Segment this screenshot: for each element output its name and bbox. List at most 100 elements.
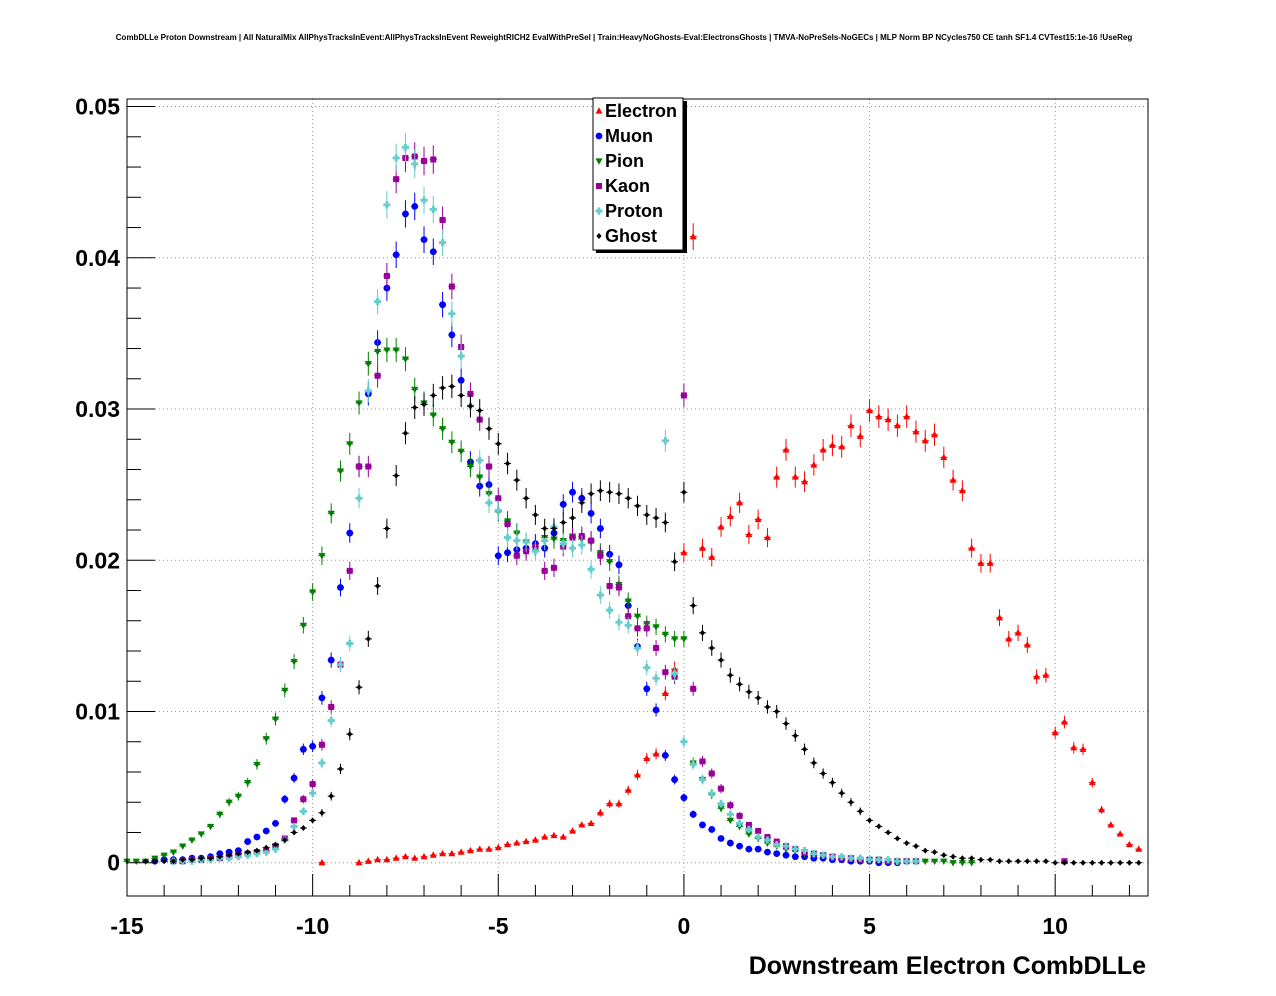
- data-point: [708, 553, 716, 560]
- data-point: [857, 808, 863, 815]
- data-point: [745, 831, 753, 838]
- data-point: [318, 694, 326, 702]
- data-point: [996, 858, 1003, 865]
- data-point: [448, 849, 456, 857]
- data-point: [457, 448, 465, 456]
- data-point: [467, 846, 474, 854]
- data-point: [485, 499, 493, 507]
- data-point: [680, 794, 688, 802]
- data-point: [717, 805, 725, 813]
- data-point: [216, 811, 224, 819]
- data-point: [234, 853, 242, 861]
- data-point: [615, 618, 623, 626]
- legend-entry-muon: Muon: [595, 126, 653, 146]
- data-point: [161, 858, 167, 865]
- data-point: [745, 825, 753, 834]
- data-point: [160, 852, 168, 859]
- data-point: [346, 529, 354, 537]
- data-point: [513, 839, 521, 846]
- data-point: [132, 858, 140, 866]
- data-point: [764, 703, 771, 710]
- x-tick-label: 5: [863, 913, 876, 939]
- x-tick-label: 0: [678, 913, 691, 939]
- data-point: [763, 840, 772, 847]
- data-point: [1033, 672, 1041, 680]
- data-point: [1061, 718, 1068, 725]
- data-point: [699, 821, 706, 829]
- data-point: [383, 272, 390, 279]
- data-point: [746, 688, 752, 695]
- data-point: [596, 525, 604, 532]
- data-point: [1061, 859, 1068, 866]
- data-point: [1136, 859, 1142, 866]
- data-point: [893, 421, 901, 429]
- data-point: [653, 514, 659, 521]
- data-point: [773, 473, 781, 480]
- data-point: [876, 823, 882, 830]
- data-point: [206, 823, 215, 831]
- data-point: [439, 384, 446, 391]
- data-point: [365, 463, 372, 470]
- data-point: [996, 613, 1003, 621]
- data-point: [309, 781, 316, 788]
- data-point: [262, 848, 270, 856]
- data-point: [894, 835, 900, 842]
- data-point: [838, 853, 846, 861]
- data-point: [921, 436, 929, 444]
- legend-entry-kaon: Kaon: [596, 176, 650, 196]
- legend-label: Ghost: [605, 226, 657, 246]
- data-point: [532, 836, 539, 843]
- legend-box: [592, 97, 684, 251]
- data-point: [290, 822, 298, 831]
- data-point: [337, 584, 344, 591]
- data-point: [782, 842, 790, 850]
- data-point: [969, 855, 975, 862]
- data-point: [718, 785, 725, 792]
- data-point: [615, 799, 623, 807]
- data-point: [1071, 859, 1077, 866]
- data-point: [847, 854, 855, 862]
- data-point: [689, 232, 697, 240]
- data-point: [542, 525, 548, 532]
- data-point: [782, 851, 790, 859]
- data-point: [188, 837, 196, 844]
- data-point: [429, 851, 437, 858]
- data-point: [504, 840, 511, 848]
- data-point: [1051, 728, 1059, 736]
- data-point: [439, 301, 446, 309]
- data-point: [643, 685, 651, 693]
- data-point: [820, 770, 826, 777]
- data-point: [291, 817, 298, 824]
- data-point: [569, 534, 576, 541]
- data-point: [588, 490, 594, 497]
- data-point: [912, 857, 920, 865]
- data-point: [726, 512, 734, 520]
- data-point: [903, 857, 911, 865]
- data-point: [625, 495, 631, 502]
- data-point: [893, 857, 901, 865]
- data-point: [698, 775, 707, 784]
- legend-marker: [596, 233, 602, 239]
- data-point: [681, 489, 687, 496]
- data-point: [309, 789, 317, 797]
- data-point: [764, 848, 771, 856]
- x-axis-title: Downstream Electron CombDLLe: [749, 952, 1146, 980]
- data-point: [875, 856, 883, 864]
- legend-marker: [595, 107, 603, 114]
- data-point: [355, 494, 363, 502]
- data-point: [606, 559, 614, 566]
- data-point: [412, 404, 418, 411]
- data-point: [476, 456, 484, 465]
- data-point: [263, 844, 269, 851]
- data-point: [1107, 821, 1115, 828]
- data-point: [457, 848, 465, 855]
- legend-entry-proton: Proton: [595, 201, 663, 221]
- data-point: [420, 236, 428, 244]
- data-point: [374, 855, 382, 863]
- data-point: [866, 406, 873, 414]
- data-point: [904, 840, 910, 847]
- data-point: [1034, 858, 1040, 865]
- legend-entry-electron: Electron: [595, 101, 677, 121]
- data-point: [708, 789, 716, 797]
